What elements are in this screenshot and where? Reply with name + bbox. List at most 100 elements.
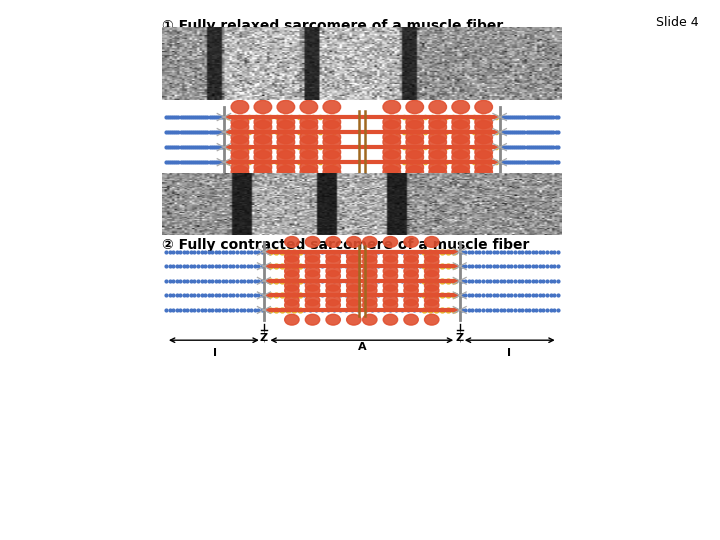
Circle shape	[429, 100, 446, 113]
Circle shape	[277, 181, 294, 194]
Text: H: H	[357, 207, 366, 217]
Circle shape	[300, 160, 318, 174]
Circle shape	[363, 266, 377, 276]
Circle shape	[346, 266, 361, 276]
Circle shape	[305, 237, 320, 247]
Circle shape	[323, 146, 341, 159]
Circle shape	[254, 166, 271, 179]
Circle shape	[231, 166, 248, 179]
Circle shape	[346, 295, 361, 306]
Circle shape	[254, 131, 271, 144]
Circle shape	[383, 256, 397, 267]
Circle shape	[326, 237, 341, 247]
Circle shape	[326, 314, 341, 325]
Text: I: I	[193, 220, 197, 230]
Circle shape	[452, 120, 469, 134]
Circle shape	[305, 251, 320, 262]
Circle shape	[305, 300, 320, 310]
Circle shape	[254, 136, 271, 148]
Circle shape	[284, 266, 299, 276]
Circle shape	[231, 100, 248, 113]
Circle shape	[305, 280, 320, 291]
Circle shape	[277, 116, 294, 129]
Circle shape	[404, 285, 418, 296]
Circle shape	[326, 295, 341, 306]
Circle shape	[277, 160, 294, 174]
Circle shape	[452, 146, 469, 159]
Circle shape	[425, 271, 439, 281]
Circle shape	[346, 237, 361, 247]
Circle shape	[452, 136, 469, 148]
Circle shape	[404, 280, 418, 291]
Text: Z: Z	[495, 200, 504, 211]
Circle shape	[404, 251, 418, 262]
Circle shape	[406, 160, 423, 174]
Circle shape	[305, 285, 320, 296]
Circle shape	[323, 131, 341, 144]
Circle shape	[452, 181, 469, 194]
Circle shape	[300, 166, 318, 179]
Circle shape	[383, 181, 400, 194]
Circle shape	[363, 300, 377, 310]
Circle shape	[363, 271, 377, 281]
Text: Slide 4: Slide 4	[656, 16, 698, 29]
Circle shape	[429, 136, 446, 148]
Circle shape	[326, 280, 341, 291]
Circle shape	[429, 160, 446, 174]
Circle shape	[231, 120, 248, 134]
Circle shape	[425, 300, 439, 310]
Circle shape	[323, 151, 341, 164]
Circle shape	[383, 160, 400, 174]
Circle shape	[326, 256, 341, 267]
Circle shape	[429, 131, 446, 144]
Circle shape	[300, 120, 318, 134]
Circle shape	[383, 146, 400, 159]
Circle shape	[254, 151, 271, 164]
Circle shape	[452, 151, 469, 164]
Circle shape	[425, 237, 439, 247]
Circle shape	[406, 136, 423, 148]
Circle shape	[346, 314, 361, 325]
Circle shape	[452, 166, 469, 179]
Text: A: A	[358, 342, 366, 352]
Circle shape	[383, 100, 400, 113]
Circle shape	[475, 100, 492, 113]
Circle shape	[231, 131, 248, 144]
Circle shape	[300, 181, 318, 194]
Circle shape	[383, 295, 397, 306]
Circle shape	[363, 295, 377, 306]
Circle shape	[254, 146, 271, 159]
Circle shape	[323, 166, 341, 179]
Circle shape	[300, 100, 318, 113]
Circle shape	[383, 300, 397, 310]
Circle shape	[277, 146, 294, 159]
Circle shape	[404, 237, 418, 247]
Circle shape	[231, 160, 248, 174]
Circle shape	[383, 237, 397, 247]
Circle shape	[425, 256, 439, 267]
Circle shape	[383, 166, 400, 179]
Circle shape	[363, 237, 377, 247]
Circle shape	[475, 116, 492, 129]
Circle shape	[406, 181, 423, 194]
Circle shape	[363, 280, 377, 291]
Circle shape	[452, 131, 469, 144]
Text: ② Fully contracted sarcomere of a muscle fiber: ② Fully contracted sarcomere of a muscle…	[162, 238, 529, 252]
Circle shape	[254, 181, 271, 194]
Circle shape	[429, 181, 446, 194]
Circle shape	[284, 285, 299, 296]
Circle shape	[475, 120, 492, 134]
Circle shape	[231, 146, 248, 159]
Circle shape	[323, 100, 341, 113]
Circle shape	[425, 314, 439, 325]
Circle shape	[425, 295, 439, 306]
Circle shape	[346, 280, 361, 291]
Circle shape	[383, 131, 400, 144]
Circle shape	[425, 251, 439, 262]
Circle shape	[346, 256, 361, 267]
Circle shape	[254, 160, 271, 174]
Text: I: I	[507, 348, 510, 358]
Circle shape	[429, 116, 446, 129]
Circle shape	[452, 116, 469, 129]
Circle shape	[305, 271, 320, 281]
